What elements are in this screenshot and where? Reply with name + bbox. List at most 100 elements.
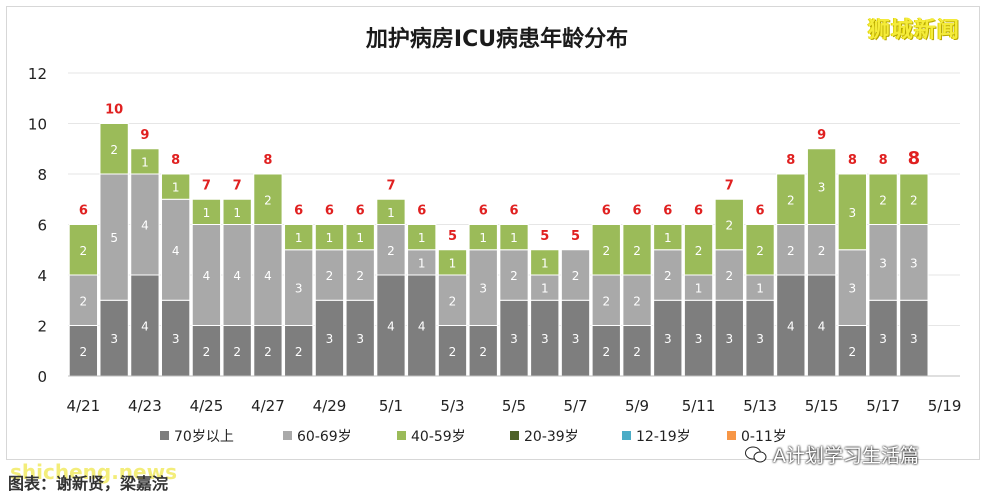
- segment-value-label: 3: [110, 332, 118, 346]
- bar-segment: [683, 299, 714, 377]
- bar-segment: [653, 224, 683, 251]
- segment-value-label: 2: [787, 244, 795, 258]
- segment-value-label: 2: [633, 244, 641, 258]
- total-value-label: 5: [571, 229, 580, 244]
- total-value-label: 6: [479, 204, 488, 219]
- bar-segment: [622, 274, 652, 326]
- segment-value-label: 2: [725, 269, 733, 283]
- bar-segment: [622, 325, 652, 377]
- total-value-label: 6: [633, 204, 642, 219]
- total-value-label: 6: [79, 204, 88, 219]
- segment-value-label: 4: [418, 320, 426, 334]
- x-tick-label: 4/27: [251, 397, 285, 415]
- bar-segment: [253, 224, 283, 326]
- segment-value-label: 3: [756, 332, 764, 346]
- bar-segment: [253, 173, 283, 225]
- legend-swatch: [622, 431, 631, 440]
- total-value-label: 6: [663, 204, 672, 219]
- bar-segment: [468, 249, 498, 326]
- segment-value-label: 4: [387, 320, 395, 334]
- segment-value-label: 1: [172, 181, 180, 195]
- x-tick-label: 4/21: [67, 397, 101, 415]
- segment-value-label: 2: [602, 294, 610, 308]
- segment-value-label: 1: [756, 282, 764, 296]
- total-value-label: 8: [263, 153, 272, 168]
- legend-label: 40-59岁: [411, 429, 466, 445]
- total-value-label: 8: [171, 153, 180, 168]
- wechat-badge: A计划学习生活篇: [745, 441, 919, 468]
- legend-label: 12-19岁: [636, 429, 691, 445]
- bar-segment: [468, 224, 498, 251]
- legend-label: 20-39岁: [524, 429, 579, 445]
- y-tick-label: 12: [28, 65, 47, 83]
- segment-value-label: 1: [326, 231, 334, 245]
- segment-value-label: 3: [725, 332, 733, 346]
- segment-value-label: 2: [633, 345, 641, 359]
- total-value-label: 5: [540, 229, 549, 244]
- bar-segment: [530, 299, 560, 377]
- bar-segment: [284, 325, 314, 377]
- chart-title: 加护病房ICU病患年龄分布: [365, 26, 628, 52]
- segment-value-label: 1: [479, 231, 487, 245]
- segment-value-label: 2: [879, 193, 887, 207]
- bar-segment: [161, 173, 191, 200]
- legend-swatch: [510, 431, 519, 440]
- segment-value-label: 1: [233, 206, 241, 220]
- segment-value-label: 2: [510, 269, 518, 283]
- segment-value-label: 3: [541, 332, 549, 346]
- x-tick-label: 5/5: [502, 397, 526, 415]
- segment-value-label: 3: [818, 181, 826, 195]
- bar-segment: [591, 325, 621, 377]
- bar-segment: [745, 299, 775, 377]
- bar-segment: [284, 224, 314, 251]
- segment-value-label: 2: [356, 269, 364, 283]
- segment-value-label: 2: [849, 345, 857, 359]
- legend-swatch: [160, 431, 169, 440]
- segment-value-label: 3: [910, 256, 918, 270]
- x-tick-label: 5/3: [440, 397, 464, 415]
- total-value-label: 8: [908, 148, 921, 169]
- legend-swatch: [283, 431, 292, 440]
- bar-segment: [407, 224, 437, 251]
- bar-segment: [99, 299, 129, 377]
- total-value-label: 7: [202, 178, 211, 193]
- bar-segment: [806, 148, 837, 225]
- segment-value-label: 2: [264, 193, 272, 207]
- total-value-label: 6: [694, 204, 703, 219]
- y-tick-label: 4: [37, 267, 47, 285]
- segment-value-label: 1: [418, 231, 426, 245]
- bar-segment: [314, 224, 345, 251]
- segment-value-label: 3: [695, 332, 703, 346]
- total-value-label: 8: [879, 153, 888, 168]
- total-value-label: 8: [786, 153, 795, 168]
- x-tick-label: 4/29: [313, 397, 347, 415]
- total-value-label: 9: [140, 128, 149, 143]
- legend-label: 60-69岁: [297, 429, 352, 445]
- total-value-label: 6: [417, 204, 426, 219]
- bar-segment: [376, 198, 406, 225]
- bar-segment: [499, 249, 529, 301]
- total-value-label: 7: [386, 178, 395, 193]
- x-tick-label: 4/23: [128, 397, 162, 415]
- y-tick-label: 2: [37, 318, 47, 336]
- bar-segment: [591, 274, 621, 326]
- bar-segment: [161, 198, 191, 301]
- bar-segment: [837, 173, 867, 251]
- segment-value-label: 3: [910, 332, 918, 346]
- bar-segment: [653, 249, 683, 301]
- bar-segment: [191, 198, 222, 225]
- segment-value-label: 2: [479, 345, 487, 359]
- total-value-label: 6: [356, 204, 365, 219]
- segment-value-label: 2: [295, 345, 303, 359]
- total-value-label: 7: [725, 178, 734, 193]
- x-tick-label: 5/9: [625, 397, 649, 415]
- bar-segment: [776, 274, 806, 377]
- segment-value-label: 1: [141, 155, 149, 169]
- segment-value-label: 1: [449, 256, 457, 270]
- segment-value-label: 1: [418, 256, 426, 270]
- bar-segment: [130, 148, 160, 175]
- bar-segment: [130, 274, 160, 377]
- segment-value-label: 1: [387, 206, 395, 220]
- bar-segment: [530, 249, 560, 276]
